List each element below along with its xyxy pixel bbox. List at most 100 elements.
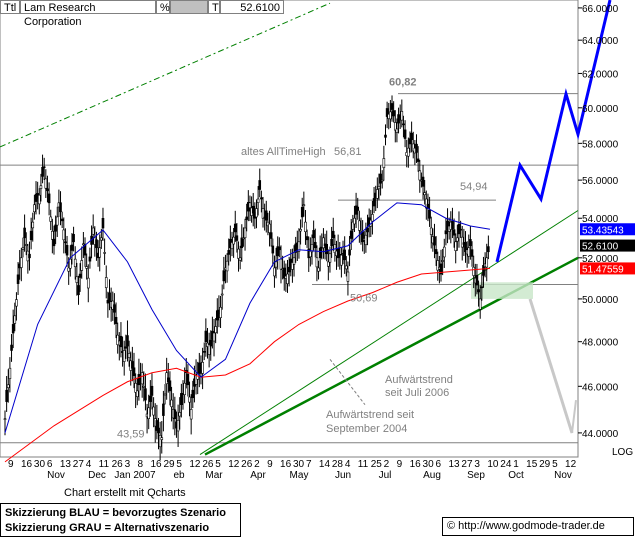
company-name: Lam Research Corporation bbox=[20, 0, 156, 28]
x-month-label: Jun bbox=[335, 470, 351, 481]
alltimehigh-note: altes AllTimeHigh bbox=[241, 146, 326, 158]
x-day-label: 12 bbox=[565, 459, 577, 470]
candle-body bbox=[313, 241, 317, 249]
candle-body bbox=[183, 382, 186, 395]
candle-body bbox=[70, 244, 74, 251]
candle-body bbox=[201, 361, 204, 374]
alltimehigh-value: 56,81 bbox=[334, 146, 362, 158]
annotation-july-2006: Aufwärtstrend bbox=[385, 374, 453, 386]
source-link[interactable]: © http://www.godmode-trader.de bbox=[442, 517, 634, 536]
last-price: 52.6100 bbox=[220, 0, 284, 14]
candle-body bbox=[292, 257, 296, 265]
candle-body bbox=[95, 239, 98, 249]
level-4359-value: 43,59 bbox=[117, 429, 145, 441]
candle-body bbox=[302, 204, 306, 207]
candle-body bbox=[180, 393, 183, 405]
candle-body bbox=[127, 353, 131, 358]
candle-body bbox=[366, 227, 369, 233]
candle-body bbox=[400, 111, 404, 121]
candle-body bbox=[385, 108, 389, 117]
ticker-label: Ttl bbox=[0, 0, 20, 14]
x-month-label: Nov bbox=[47, 470, 65, 481]
candle-body bbox=[393, 122, 397, 131]
candle-body bbox=[47, 193, 51, 204]
candle-body bbox=[233, 223, 237, 233]
candle-body bbox=[434, 249, 438, 255]
candle-body bbox=[258, 180, 262, 190]
candle-body bbox=[173, 409, 177, 420]
candle-body bbox=[69, 258, 72, 269]
candle-body bbox=[86, 277, 90, 289]
candle-body bbox=[215, 310, 219, 321]
x-day-label: 30 bbox=[34, 459, 46, 470]
candle-body bbox=[42, 166, 46, 169]
candle-body bbox=[459, 228, 462, 231]
x-day-label: 3 bbox=[125, 459, 131, 470]
candle-body bbox=[235, 235, 239, 241]
candle-body bbox=[403, 129, 407, 139]
candle-body bbox=[142, 386, 146, 388]
x-day-label: 5 bbox=[176, 459, 182, 470]
candle-body bbox=[407, 147, 410, 157]
candle-body bbox=[24, 244, 28, 246]
x-day-label: 14 bbox=[319, 459, 331, 470]
candle-body bbox=[245, 216, 248, 220]
x-day-label: 2 bbox=[254, 459, 260, 470]
x-day-label: 2 bbox=[384, 459, 390, 470]
candle-body bbox=[3, 418, 7, 421]
candle-body bbox=[446, 220, 449, 231]
candle-body bbox=[482, 265, 485, 276]
candle-body bbox=[274, 261, 278, 268]
candle-body bbox=[397, 114, 400, 124]
candle-body bbox=[477, 289, 480, 293]
candle-body bbox=[282, 267, 286, 279]
candle-body bbox=[170, 399, 173, 408]
candle-body bbox=[191, 389, 195, 399]
candle-body bbox=[15, 299, 18, 307]
candle-body bbox=[98, 247, 102, 258]
candle-body bbox=[429, 227, 433, 235]
candle-body bbox=[20, 257, 23, 268]
moving-average-blue bbox=[4, 202, 491, 434]
candle-body bbox=[439, 263, 443, 275]
candle-body bbox=[291, 262, 294, 270]
candle-body bbox=[294, 243, 297, 253]
candle-body bbox=[80, 260, 84, 271]
candle-body bbox=[478, 298, 482, 310]
candle-body bbox=[460, 236, 464, 248]
candle-body bbox=[423, 192, 426, 196]
annotation-pointer bbox=[329, 359, 366, 406]
candle-body bbox=[361, 231, 364, 243]
candle-body bbox=[340, 254, 343, 266]
candle-body bbox=[126, 335, 129, 347]
long-term-trendline bbox=[0, 2, 331, 148]
candle-body bbox=[444, 230, 448, 235]
level-5069-value: 50,69 bbox=[350, 293, 378, 305]
legend-blue: Skizzierung BLAU = bevorzugtes Szenario bbox=[5, 507, 226, 519]
candle-body bbox=[452, 229, 456, 236]
y-tick-label: 58.0000 bbox=[582, 139, 619, 150]
candle-body bbox=[178, 412, 182, 417]
candle-body bbox=[410, 132, 413, 141]
percent-label: % bbox=[156, 0, 170, 14]
candle-body bbox=[343, 249, 346, 261]
candle-body bbox=[41, 166, 44, 177]
candle-body bbox=[322, 237, 325, 249]
candle-body bbox=[85, 266, 88, 269]
x-day-label: 5 bbox=[552, 459, 558, 470]
candle-body bbox=[189, 409, 193, 420]
candle-body bbox=[28, 253, 31, 259]
header-spacer bbox=[170, 0, 208, 14]
candle-body bbox=[384, 134, 387, 138]
candle-body bbox=[364, 234, 368, 246]
candle-body bbox=[176, 419, 180, 432]
candle-body bbox=[327, 261, 330, 267]
x-month-label: Jan 2007 bbox=[114, 470, 156, 481]
candle-body bbox=[6, 384, 10, 389]
candle-body bbox=[51, 230, 54, 240]
y-tick-label: 46.0000 bbox=[582, 382, 619, 393]
candle-body bbox=[65, 245, 69, 256]
candle-body bbox=[103, 252, 106, 254]
candle-body bbox=[248, 202, 252, 208]
candle-body bbox=[286, 273, 289, 284]
